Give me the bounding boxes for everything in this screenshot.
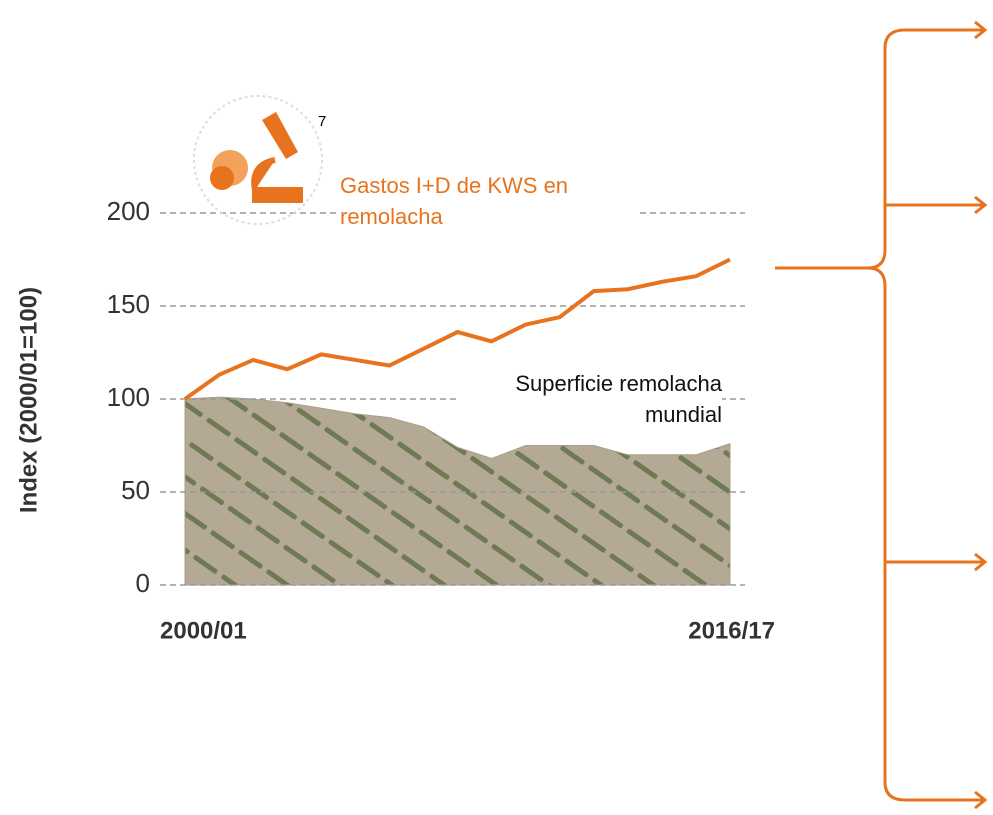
line-label: Gastos I+D de KWS en remolacha [340,170,640,232]
x-tick-label: 2000/01 [160,617,247,644]
icon [193,95,323,225]
footnote: 7 [318,113,326,130]
y-tick-label: 50 [121,475,150,505]
y-tick-label: 0 [136,568,150,598]
y-tick-label: 100 [107,382,150,412]
y-tick-label: 150 [107,289,150,319]
x-tick-label: 2016/17 [688,617,775,644]
brace [775,20,988,810]
line [183,257,731,401]
area [184,396,731,586]
y-tick-label: 200 [107,196,150,226]
y-axis-label: Index (2000/01=100) [15,287,42,513]
area-label: Superficie remolacha mundial [460,368,722,430]
